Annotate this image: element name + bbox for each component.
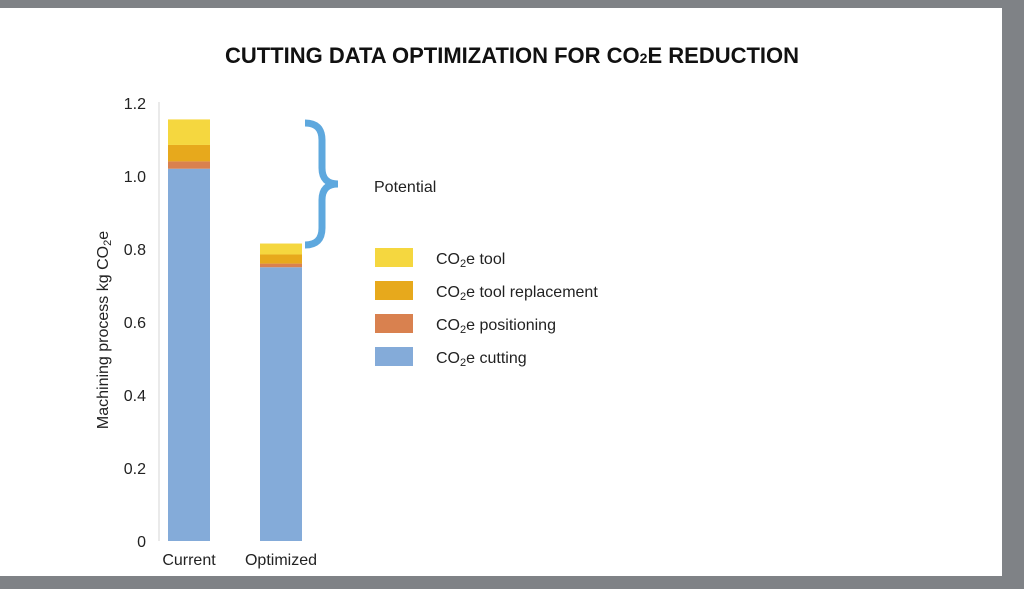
bar-current-cutting	[168, 168, 210, 541]
legend-swatch-positioning	[375, 314, 413, 333]
legend-label-positioning: CO2e positioning	[436, 317, 556, 336]
potential-label: Potential	[374, 179, 436, 196]
bar-optimized-cutting	[260, 267, 302, 541]
y-tick-label: 1.2	[124, 96, 146, 113]
x-tick-label-current: Current	[162, 552, 216, 569]
y-tick-label: 0.2	[124, 461, 146, 478]
y-tick-label: 0	[137, 534, 146, 551]
y-axis-label: Machining process kg CO2e	[95, 231, 114, 429]
bar-optimized-tool	[260, 243, 302, 255]
chart-panel: CUTTING DATA OPTIMIZATION FOR CO2E REDUC…	[0, 8, 1002, 576]
legend-swatch-tool-replacement	[375, 281, 413, 300]
bar-optimized-tool-replacement	[260, 254, 302, 264]
legend-label-tool-replacement: CO2e tool replacement	[436, 284, 598, 303]
x-tick-labels: Current Optimized	[162, 552, 317, 569]
bars	[168, 119, 302, 541]
chart: CUTTING DATA OPTIMIZATION FOR CO2E REDUC…	[95, 43, 799, 569]
bar-current-tool	[168, 119, 210, 145]
bar-current-tool-replacement	[168, 144, 210, 162]
y-tick-label: 1.0	[124, 169, 146, 186]
legend-label-cutting: CO2e cutting	[436, 350, 527, 369]
y-tick-label: 0.4	[124, 388, 146, 405]
chart-title: CUTTING DATA OPTIMIZATION FOR CO2E REDUC…	[225, 43, 799, 68]
legend: CO2e tool CO2e tool replacement CO2e posit…	[375, 248, 598, 369]
y-tick-label: 0.8	[124, 242, 146, 259]
bar-current-positioning	[168, 161, 210, 169]
y-ticks: 0 0.2 0.4 0.6 0.8 1.0 1.2	[124, 96, 146, 551]
x-tick-label-optimized: Optimized	[245, 552, 317, 569]
bar-optimized-positioning	[260, 263, 302, 268]
legend-swatch-tool	[375, 248, 413, 267]
legend-label-tool: CO2e tool	[436, 251, 505, 270]
y-tick-label: 0.6	[124, 315, 146, 332]
potential-brace-icon	[304, 119, 339, 249]
legend-swatch-cutting	[375, 347, 413, 366]
